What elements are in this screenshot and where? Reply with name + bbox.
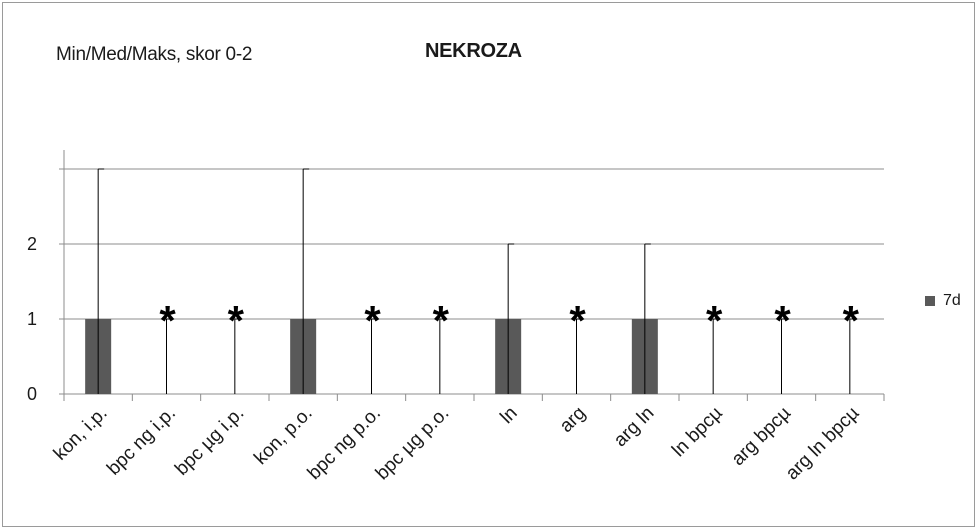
legend-swatch	[925, 296, 935, 306]
significance-marker: *	[706, 297, 723, 344]
x-tick-label: kon, p.o.	[250, 403, 316, 469]
x-tick-label: bpc ng i.p.	[103, 403, 180, 480]
x-tick-label: arg ln	[610, 403, 658, 451]
x-tick-label: ln	[496, 403, 521, 428]
chart-title: NEKROZA	[425, 40, 522, 62]
significance-marker: *	[228, 297, 245, 344]
chart-subtitle: Min/Med/Maks, skor 0-2	[56, 44, 253, 65]
x-tick-label: ln bpcµ	[668, 403, 726, 461]
x-tick-label: arg bpcµ	[728, 403, 795, 470]
x-tick-label: bpc µg p.o.	[372, 403, 454, 485]
x-tick-label: arg ln bpcµ	[782, 403, 864, 485]
significance-marker: *	[433, 297, 450, 344]
y-tick-label: 2	[27, 234, 37, 254]
x-tick-label: arg	[556, 403, 590, 437]
y-tick-label: 0	[27, 384, 37, 404]
significance-marker: *	[569, 297, 586, 344]
y-tick-label: 1	[27, 309, 37, 329]
significance-marker: *	[843, 297, 860, 344]
x-tick-label: kon, i.p.	[50, 403, 112, 465]
significance-marker: *	[364, 297, 381, 344]
x-tick-label: bpc µg i.p.	[171, 403, 248, 480]
legend-label: 7d	[943, 292, 961, 309]
significance-marker: *	[159, 297, 176, 344]
significance-marker: *	[774, 297, 791, 344]
chart-legend: 7d	[925, 292, 961, 310]
